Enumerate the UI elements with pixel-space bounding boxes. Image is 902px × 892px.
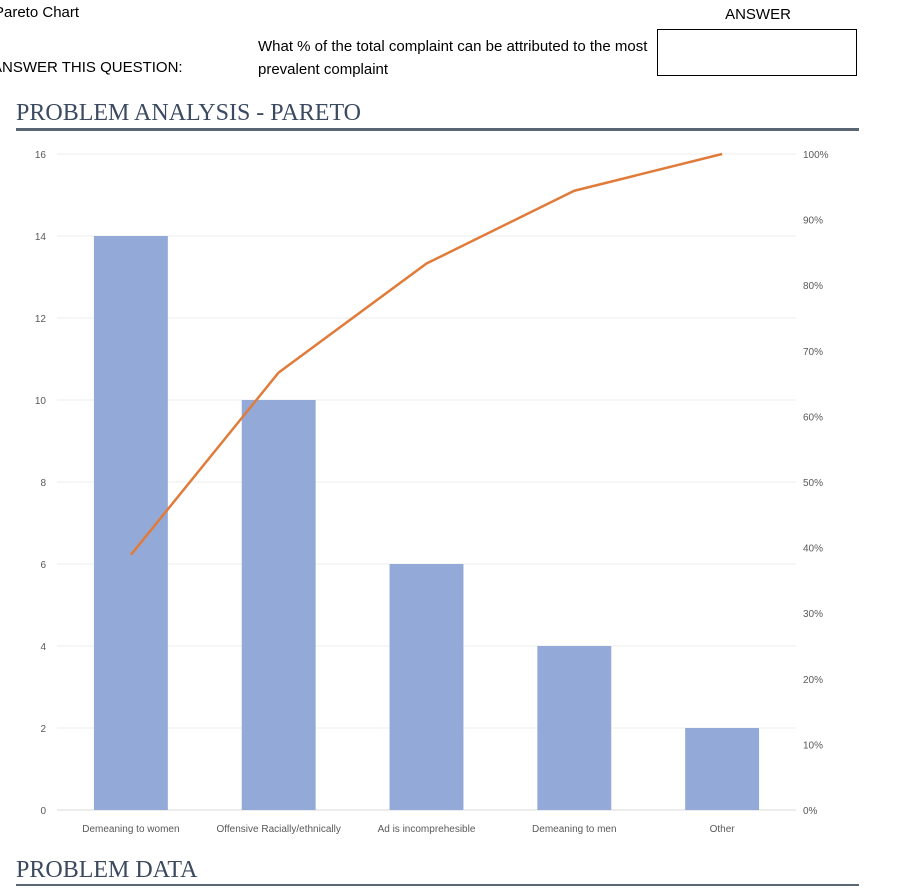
sheet-title: Pareto Chart [0,4,80,21]
y-tick-label: 6 [40,560,46,571]
y2-tick-label: 40% [803,544,823,555]
y-tick-label: 14 [35,232,47,243]
data-section-title: PROBLEM DATA [16,857,198,883]
y2-tick-label: 60% [803,412,823,423]
analysis-section-divider [16,128,859,131]
bar [685,728,760,810]
x-tick-label: Other [710,824,736,835]
data-section-divider [16,884,859,886]
x-tick-label: Offensive Racially/ethnically [217,824,341,835]
y-tick-label: 10 [35,396,47,407]
y-tick-label: 12 [35,314,47,325]
y2-tick-label: 70% [803,347,823,358]
question-text: What % of the total complaint can be att… [258,38,648,78]
x-tick-label: Demeaning to men [532,824,617,835]
y2-tick-label: 50% [803,478,823,489]
y2-tick-label: 20% [803,675,823,686]
bar [389,564,464,810]
answer-prompt-label: ANSWER THIS QUESTION: [0,59,183,76]
bar [537,646,612,810]
analysis-section-title: PROBLEM ANALYSIS - PARETO [16,100,361,126]
answer-input-cell[interactable] [657,29,857,76]
x-tick-label: Ad is incomprehesible [378,824,476,835]
y-tick-label: 0 [40,806,46,817]
y2-tick-label: 0% [803,806,818,817]
y2-tick-label: 30% [803,609,823,620]
pareto-chart: 0 2 4 6 8 10 12 14 16 0% 10% 20% 30% 40% 50% 60% 70% 80% 9… [35,150,829,835]
y2-tick-label: 80% [803,281,823,292]
y-tick-label: 8 [40,478,46,489]
y2-tick-label: 100% [803,150,829,161]
x-tick-label: Demeaning to women [82,824,179,835]
answer-header: ANSWER [725,6,791,23]
y-tick-label: 2 [40,724,46,735]
y2-tick-label: 10% [803,740,823,751]
y2-tick-label: 90% [803,216,823,227]
y-tick-label: 16 [35,150,47,161]
bar [241,400,316,810]
cumulative-percent-line [129,152,723,556]
y-tick-label: 4 [40,642,46,653]
